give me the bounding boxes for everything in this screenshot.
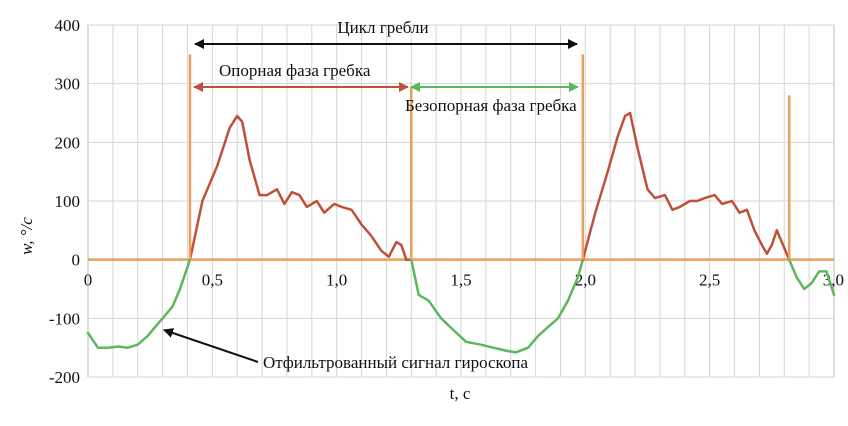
nonsupport-phase-label: Безопорная фаза гребка xyxy=(405,96,577,115)
x-tick-label: 2,5 xyxy=(699,271,720,290)
gyro-label: Отфильтрованный сигнал гироскопа xyxy=(263,353,529,372)
series-line-nonsupport-phase-2 xyxy=(787,258,836,297)
y-tick-label: -100 xyxy=(49,309,80,328)
x-axis-label: t, с xyxy=(450,384,471,403)
y-axis-label: w, °/с xyxy=(17,217,36,255)
series-line-support-phase-2 xyxy=(581,111,791,261)
grid xyxy=(88,24,834,378)
x-tick-label: 1,5 xyxy=(450,271,471,290)
x-tick-label: 0 xyxy=(84,271,93,290)
y-tick-label: 0 xyxy=(72,251,81,270)
phase-markers xyxy=(188,54,791,260)
x-tick-label: 1,0 xyxy=(326,271,347,290)
cycle-label: Цикл гребли xyxy=(337,18,428,37)
y-tick-label: -200 xyxy=(49,368,80,387)
y-tick-label: 300 xyxy=(55,75,81,94)
series-line-nonsupport-phase-1 xyxy=(410,258,585,354)
support-phase-label: Опорная фаза гребка xyxy=(219,61,371,80)
x-tick-label: 0,5 xyxy=(202,271,223,290)
y-tick-label: 100 xyxy=(55,192,81,211)
x-tick-label: 2,0 xyxy=(575,271,596,290)
series-line-filtered-start xyxy=(86,258,192,349)
y-tick-labels: -200 -100 0 100 200 300 400 xyxy=(49,16,80,387)
y-tick-label: 400 xyxy=(55,16,81,35)
series-line-support-phase-1 xyxy=(188,114,413,261)
gyro-pointer-arrow xyxy=(163,328,259,363)
series-layer xyxy=(86,111,836,354)
y-tick-label: 200 xyxy=(55,133,81,152)
